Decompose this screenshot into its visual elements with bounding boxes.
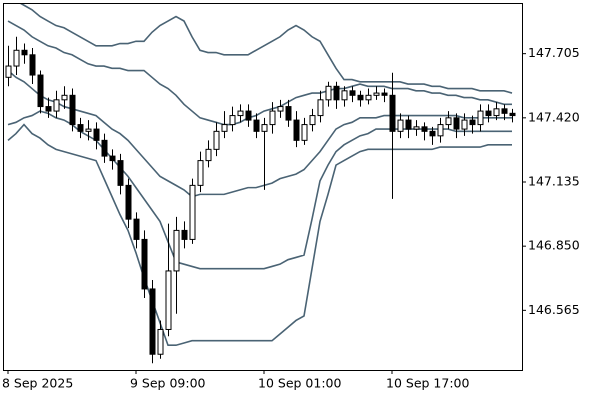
candle-body xyxy=(333,85,340,101)
candle-body xyxy=(61,94,68,101)
candle-body xyxy=(413,126,420,130)
x-tick-label: 10 Sep 01:00 xyxy=(258,376,341,391)
candle-body xyxy=(325,85,332,101)
x-tick-label: 9 Sep 09:00 xyxy=(130,376,206,391)
band-line xyxy=(7,123,512,347)
candle-body xyxy=(77,124,84,132)
candle-body xyxy=(405,119,412,130)
candle-body xyxy=(501,108,508,114)
plot-area xyxy=(5,3,516,364)
candle-body xyxy=(85,128,92,132)
candle-body xyxy=(365,94,372,101)
candle-body xyxy=(285,106,292,121)
candle-body xyxy=(133,218,140,240)
candle-body xyxy=(109,155,116,162)
y-tick-label: 146.850 xyxy=(528,238,580,253)
band-line xyxy=(7,69,512,198)
y-tick-label: 147.705 xyxy=(528,45,580,60)
candle-body xyxy=(253,119,260,132)
candle-body xyxy=(181,229,188,240)
candle-body xyxy=(397,119,404,132)
candle-body xyxy=(157,328,164,355)
band-line xyxy=(7,110,512,270)
candle-body xyxy=(421,126,428,132)
candle-body xyxy=(197,160,204,186)
candle-body xyxy=(485,110,492,117)
candle-body xyxy=(469,119,476,126)
candle-body xyxy=(245,110,252,121)
candle-body xyxy=(477,110,484,126)
candle-body xyxy=(229,115,236,126)
candle-body xyxy=(125,184,132,220)
y-tick-label: 147.420 xyxy=(528,109,580,124)
candle-body xyxy=(341,90,348,101)
candle-body xyxy=(29,54,36,76)
candle-body xyxy=(205,148,212,162)
candle-body xyxy=(445,117,452,126)
candle-body xyxy=(437,124,444,137)
candle-body xyxy=(277,106,284,112)
candle-body xyxy=(165,270,172,330)
candle-body xyxy=(45,106,52,112)
candle-body xyxy=(453,117,460,130)
candle-body xyxy=(349,90,356,96)
candle-body xyxy=(13,49,20,67)
y-tick-label: 146.565 xyxy=(528,302,580,317)
candle-body xyxy=(37,74,44,108)
candle-body xyxy=(93,128,100,141)
candle-body xyxy=(381,92,388,96)
candle-body xyxy=(301,124,308,141)
candle-body xyxy=(5,65,12,78)
candle-body xyxy=(141,238,148,290)
candle-body xyxy=(189,184,196,240)
band-line xyxy=(18,3,513,94)
candle-body xyxy=(373,92,380,96)
candle-body xyxy=(221,124,228,132)
candle-body xyxy=(493,108,500,117)
band-line xyxy=(7,20,512,126)
candle-body xyxy=(261,124,268,132)
candle-body xyxy=(117,160,124,186)
plot-frame xyxy=(3,3,523,371)
candle-body xyxy=(309,115,316,126)
candle-body xyxy=(461,119,468,130)
candle-body xyxy=(317,99,324,117)
candle-body xyxy=(429,130,436,137)
candle-body xyxy=(357,94,364,101)
candle-body xyxy=(293,119,300,141)
candle-body xyxy=(149,288,156,355)
x-tick-label: 8 Sep 2025 xyxy=(2,376,73,391)
candle-body xyxy=(101,139,108,157)
candle-body xyxy=(173,229,180,272)
candle-body xyxy=(213,130,220,150)
candle-body xyxy=(269,110,276,126)
candle-body xyxy=(389,94,396,132)
candle-body xyxy=(21,49,28,56)
candle-body xyxy=(53,99,60,112)
candle-body xyxy=(69,94,76,126)
y-tick-label: 147.135 xyxy=(528,173,580,188)
candle-body xyxy=(509,112,516,117)
x-tick-label: 10 Sep 17:00 xyxy=(386,376,469,391)
candle-body xyxy=(237,110,244,117)
